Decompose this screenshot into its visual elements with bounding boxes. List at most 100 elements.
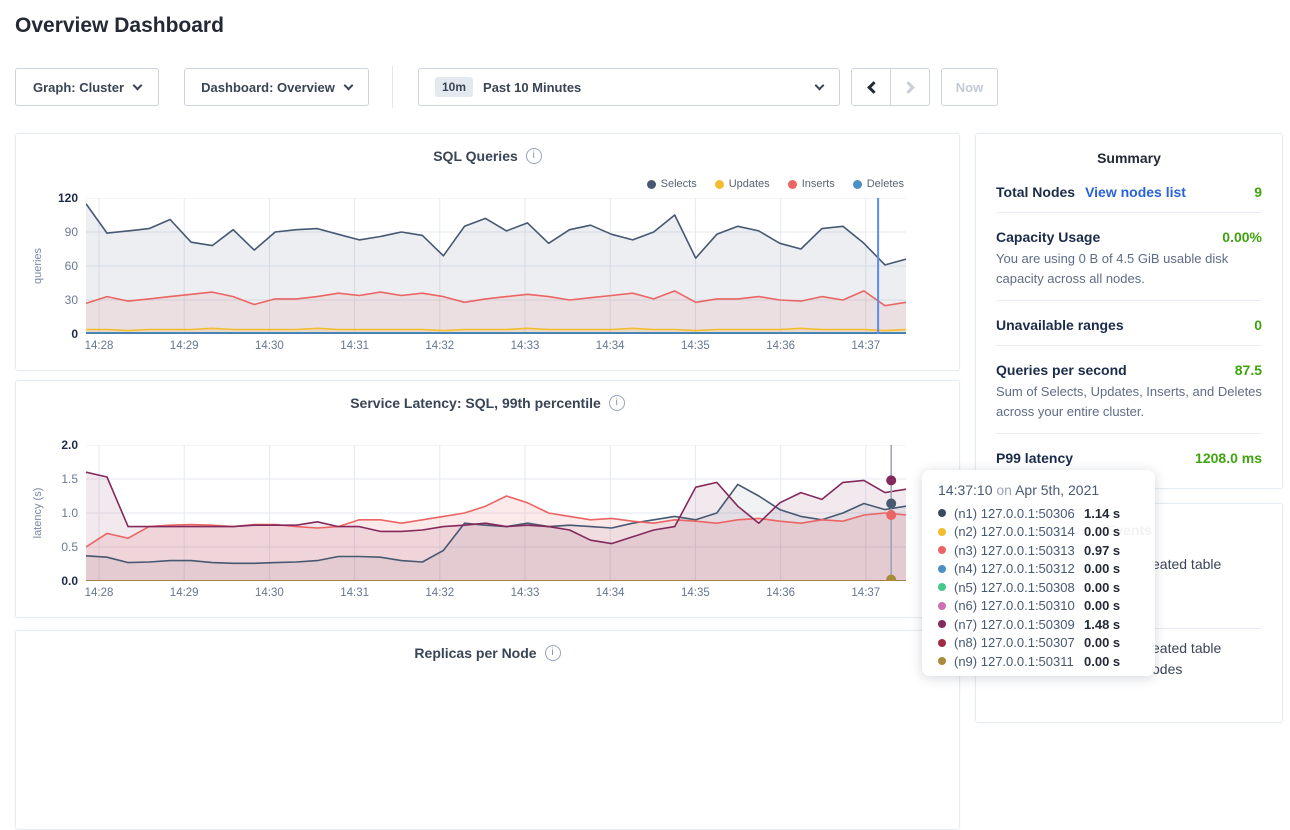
tooltip-node-label: (n5) 127.0.0.1:50308: [954, 579, 1075, 595]
graph-dropdown-label: Graph: Cluster: [32, 79, 124, 95]
summary-row-label: Total Nodes: [996, 184, 1076, 200]
legend-dot-icon: [714, 179, 724, 189]
summary-row-description: You are using 0 B of 4.5 GiB usable disk…: [996, 251, 1229, 286]
tooltip-row: (n1) 127.0.0.1:50306 1.14 s: [938, 504, 1139, 523]
x-axis-tick: 14:29: [169, 587, 199, 599]
tooltip-row: (n4) 127.0.0.1:50312 0.00 s: [938, 560, 1139, 579]
legend-item-inserts[interactable]: Inserts: [787, 178, 835, 190]
tooltip-node-label: (n3) 127.0.0.1:50313: [954, 542, 1075, 558]
x-axis-tick: 14:32: [425, 340, 455, 352]
node-color-dot-icon: [938, 620, 946, 629]
event-text-fragment: eated table: [1152, 556, 1222, 572]
info-icon[interactable]: [608, 395, 625, 411]
tooltip-node-label: (n1) 127.0.0.1:50306: [954, 505, 1075, 521]
tooltip-node-label: (n8) 127.0.0.1:50307: [954, 635, 1075, 651]
summary-row: Total Nodes View nodes list 9: [996, 184, 1262, 200]
summary-row: Queries per second 87.5: [996, 362, 1262, 378]
x-axis-tick: 14:32: [425, 587, 455, 599]
legend-dot-icon: [646, 179, 656, 189]
node-color-dot-icon: [938, 601, 946, 610]
tooltip-node-value: 0.97 s: [1084, 542, 1121, 558]
node-color-dot-icon: [938, 583, 946, 592]
tooltip-node-label: (n7) 127.0.0.1:50309: [954, 616, 1075, 632]
info-icon[interactable]: [525, 148, 542, 164]
summary-row-value: 0: [1254, 317, 1262, 333]
service-latency-plot[interactable]: [85, 444, 907, 585]
controls-divider: [392, 66, 393, 108]
tooltip-node-value: 1.14 s: [1084, 505, 1121, 521]
legend-item-updates[interactable]: Updates: [714, 178, 770, 190]
legend-item-selects[interactable]: Selects: [646, 178, 697, 190]
tooltip-node-label: (n4) 127.0.0.1:50312: [954, 561, 1075, 577]
summary-row-value: 87.5: [1234, 362, 1262, 378]
now-button[interactable]: Now: [941, 68, 998, 106]
tooltip-row: (n5) 127.0.0.1:50308 0.00 s: [938, 578, 1139, 597]
x-axis-tick: 14:31: [340, 340, 369, 352]
time-range-dropdown[interactable]: 10m Past 10 Minutes: [418, 68, 840, 106]
summary-row-label: Unavailable ranges: [996, 317, 1124, 333]
graph-dropdown[interactable]: Graph: Cluster: [15, 68, 159, 106]
x-axis-tick: 14:37: [851, 340, 881, 352]
tooltip-row: (n9) 127.0.0.1:50311 0.00 s: [938, 652, 1139, 671]
x-axis-tick: 14:35: [681, 587, 710, 599]
tooltip-row: (n3) 127.0.0.1:50313 0.97 s: [938, 541, 1139, 560]
summary-divider: [996, 433, 1262, 434]
tooltip-rows: (n1) 127.0.0.1:50306 1.14 s (n2) 127.0.0.1…: [938, 504, 1139, 671]
x-axis-tick: 14:28: [84, 587, 114, 599]
y-axis-tick: 30: [64, 293, 78, 307]
legend-item-deletes[interactable]: Deletes: [852, 178, 904, 190]
dashboard-dropdown-label: Dashboard: Overview: [201, 79, 335, 95]
tooltip-row: (n2) 127.0.0.1:50314 0.00 s: [938, 523, 1139, 542]
tooltip-row: (n7) 127.0.0.1:50309 1.48 s: [938, 615, 1139, 634]
y-axis-tick: 1.5: [61, 472, 78, 486]
x-axis-tick: 14:33: [510, 340, 540, 352]
time-range-badge: 10m: [435, 77, 474, 97]
y-axis-tick: 1.0: [61, 506, 78, 520]
chevron-down-icon: [343, 80, 354, 90]
tooltip-node-label: (n2) 127.0.0.1:50314: [954, 524, 1075, 540]
node-color-dot-icon: [938, 638, 946, 647]
tooltip-node-value: 0.00 s: [1084, 635, 1121, 651]
node-color-dot-icon: [938, 657, 946, 666]
x-axis-tick: 14:30: [255, 587, 284, 599]
y-axis-tick: 2.0: [61, 438, 78, 452]
summary-divider: [996, 300, 1262, 301]
tooltip-date: Apr 5th, 2021: [1015, 482, 1100, 498]
x-axis-tick: 14:37: [851, 587, 881, 599]
view-nodes-list-link[interactable]: View nodes list: [1085, 184, 1186, 200]
info-icon[interactable]: [544, 645, 561, 661]
x-axis-tick: 14:36: [766, 587, 795, 599]
summary-row-value: 9: [1254, 184, 1262, 200]
summary-row-label: Queries per second: [996, 362, 1127, 378]
y-axis-tick: 0: [71, 327, 78, 341]
node-color-dot-icon: [938, 509, 946, 518]
tooltip-node-label: (n9) 127.0.0.1:50311: [954, 653, 1074, 669]
summary-title: Summary: [1097, 150, 1161, 166]
tooltip-node-value: 0.00 s: [1084, 579, 1121, 595]
replicas-per-node-card: Replicas per Node: [15, 630, 960, 830]
y-axis-tick: 0.5: [61, 540, 78, 554]
legend-label: Inserts: [801, 178, 835, 190]
tooltip-node-value: 0.00 s: [1084, 561, 1121, 577]
x-axis-tick: 14:34: [595, 340, 625, 352]
tooltip-node-value: 0.00 s: [1084, 653, 1121, 669]
summary-row-label: P99 latency: [996, 450, 1074, 466]
chart-legend: Selects Updates Inserts Deletes: [646, 178, 904, 190]
summary-row-description: Sum of Selects, Updates, Inserts, and De…: [996, 384, 1262, 419]
node-color-dot-icon: [938, 546, 946, 555]
sql-queries-plot[interactable]: [85, 197, 907, 335]
chevron-down-icon: [132, 80, 143, 90]
dashboard-dropdown[interactable]: Dashboard: Overview: [184, 68, 369, 106]
tooltip-row: (n6) 127.0.0.1:50310 0.00 s: [938, 597, 1139, 616]
legend-label: Selects: [660, 178, 697, 190]
summary-panel: Summary Total Nodes View nodes list 9 Capac…: [975, 133, 1283, 489]
tooltip-node-value: 1.48 s: [1084, 616, 1121, 632]
time-next-button[interactable]: [890, 68, 930, 106]
summary-divider: [996, 345, 1262, 346]
tooltip-time: 14:37:10: [938, 482, 993, 498]
time-prev-button[interactable]: [851, 68, 891, 106]
node-color-dot-icon: [938, 527, 946, 536]
chart-hover-tooltip: 14:37:10 on Apr 5th, 2021 (n1) 127.0.0.1…: [922, 470, 1155, 676]
tooltip-on: on: [996, 482, 1012, 498]
sql-queries-card: SQL Queries Selects Updates Inserts Deletes…: [15, 133, 960, 371]
